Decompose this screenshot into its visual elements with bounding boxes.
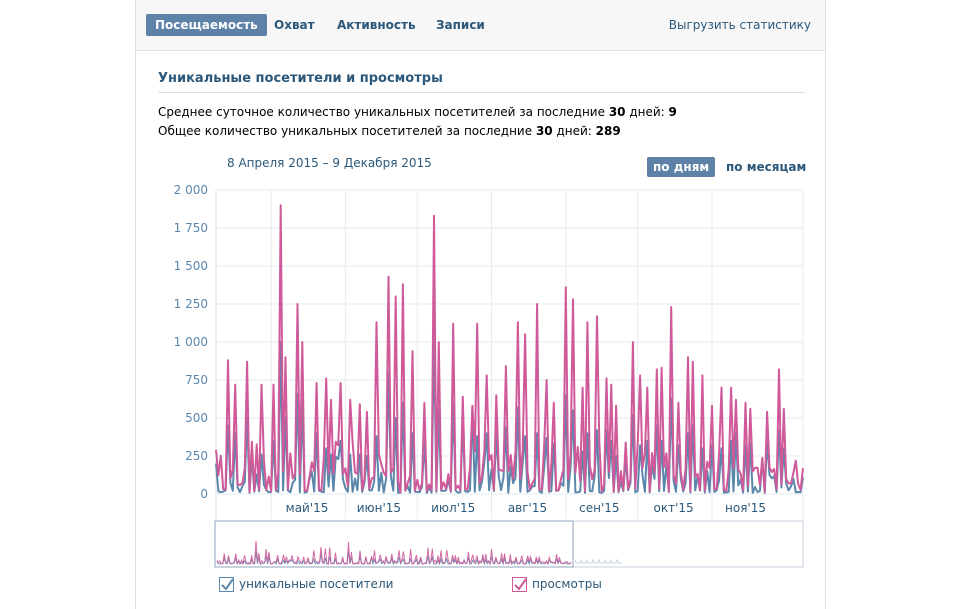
total-visitors-stat: Общее количество уникальных посетителей …	[158, 124, 621, 138]
y-tick-label: 1 750	[174, 221, 208, 235]
avg-value: 9	[668, 105, 677, 119]
tab-posts[interactable]: Записи	[436, 18, 485, 32]
date-range: 8 Апреля 2015 – 9 Декабря 2015	[227, 156, 432, 170]
y-tick-label: 1 500	[174, 259, 208, 273]
avg-visitors-stat: Среднее суточное количество уникальных п…	[158, 105, 677, 119]
section-title: Уникальные посетители и просмотры	[158, 71, 805, 93]
tab-reach[interactable]: Охват	[274, 18, 315, 32]
range-navigator	[214, 520, 804, 568]
chart-series	[215, 204, 804, 494]
y-tick-label: 0	[200, 487, 208, 501]
total-days: 30	[535, 124, 553, 138]
total-prefix: Общее количество уникальных посетителей …	[158, 124, 536, 138]
x-axis-labels: май'15 июн'15 июл'15 авг'15 сен'15 окт'15 ноя'…	[286, 501, 766, 515]
tab-activity[interactable]: Активность	[337, 18, 416, 32]
export-statistics-link[interactable]: Выгрузить статистику	[668, 18, 811, 32]
navigator-selection	[214, 520, 574, 568]
legend-visitors-checkbox[interactable]	[219, 577, 234, 592]
x-tick-label: авг'15	[508, 501, 547, 515]
navigator-tail	[574, 558, 622, 564]
x-tick-label: июл'15	[431, 501, 475, 515]
by-months-button[interactable]: по месяцам	[726, 160, 807, 174]
y-tick-label: 1 000	[174, 335, 208, 349]
x-tick-label: июн'15	[357, 501, 401, 515]
avg-days: 30	[608, 105, 626, 119]
views-line	[215, 204, 804, 494]
tab-bar: Посещаемость Охват Активность Записи Выг…	[136, 0, 825, 51]
x-tick-label: окт'15	[654, 501, 694, 515]
y-tick-label: 500	[185, 411, 208, 425]
tab-attendance[interactable]: Посещаемость	[146, 14, 267, 36]
y-tick-label: 1 250	[174, 297, 208, 311]
y-tick-label: 250	[185, 449, 208, 463]
by-days-button[interactable]: по дням	[647, 157, 716, 177]
legend-views-label: просмотры	[532, 577, 602, 591]
x-tick-label: май'15	[286, 501, 329, 515]
y-tick-label: 2 000	[174, 183, 208, 197]
avg-middle: дней:	[625, 105, 669, 119]
navigator-views-line	[216, 541, 572, 566]
legend-views-checkbox[interactable]	[512, 577, 527, 592]
y-axis-ticks: 2 000 1 750 1 500 1 250 1 000 750 500 250 0	[174, 183, 208, 501]
x-tick-label: сен'15	[579, 501, 619, 515]
legend-visitors-label: уникальные посетители	[239, 577, 394, 591]
total-middle: дней:	[552, 124, 596, 138]
y-tick-label: 750	[185, 373, 208, 387]
chart-grid	[215, 189, 804, 519]
x-tick-label: ноя'15	[725, 501, 766, 515]
avg-prefix: Среднее суточное количество уникальных п…	[158, 105, 609, 119]
total-value: 289	[595, 124, 621, 138]
